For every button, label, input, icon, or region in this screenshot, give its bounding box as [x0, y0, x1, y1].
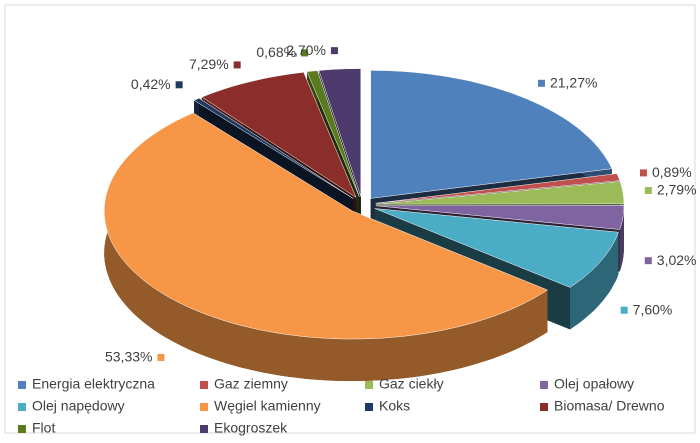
legend-marker — [18, 403, 26, 411]
legend-marker — [365, 403, 373, 411]
data-label: 0,42% — [131, 76, 171, 92]
data-label: 2,70% — [286, 42, 326, 58]
slice — [375, 181, 625, 205]
legend-marker — [18, 425, 26, 433]
data-label: 3,02% — [657, 252, 697, 268]
slice — [375, 205, 625, 230]
legend-marker — [540, 403, 548, 411]
legend-marker — [18, 381, 26, 389]
legend-marker — [540, 381, 548, 389]
slice — [318, 68, 362, 197]
data-label: 53,33% — [105, 349, 152, 365]
label-marker — [537, 79, 545, 87]
legend-marker — [365, 381, 373, 389]
label-marker — [620, 306, 628, 314]
data-label: 21,27% — [550, 75, 597, 91]
slice-side — [619, 205, 624, 272]
legend-label: Energia elektryczna — [32, 376, 155, 392]
slice — [104, 112, 549, 340]
data-label: 7,60% — [633, 301, 673, 317]
legend-label: Olej opałowy — [554, 376, 634, 392]
data-label: 0,89% — [652, 164, 692, 180]
label-marker — [233, 61, 241, 69]
label-marker — [644, 257, 652, 265]
slice-side — [570, 232, 619, 330]
legend-label: Olej napędowy — [32, 398, 125, 414]
legend-marker — [200, 425, 208, 433]
data-label: 2,79% — [657, 182, 697, 198]
slice — [375, 173, 621, 204]
data-label: 0,68% — [256, 44, 296, 60]
label-marker — [330, 47, 338, 55]
label-marker — [301, 49, 309, 57]
legend-label: Koks — [379, 398, 410, 414]
legend-label: Węgiel kamienny — [214, 398, 321, 414]
slice — [193, 97, 354, 199]
legend-marker — [200, 381, 208, 389]
slice — [306, 70, 360, 197]
label-marker — [157, 353, 165, 361]
slice — [374, 208, 619, 288]
slice — [370, 70, 613, 199]
label-marker — [175, 81, 183, 89]
legend-label: Ekogroszek — [214, 420, 288, 436]
legend-label: Gaz ziemny — [214, 376, 288, 392]
legend-label: Flot — [32, 420, 55, 436]
legend-label: Gaz ciekły — [379, 376, 444, 392]
data-label: 7,29% — [189, 56, 229, 72]
label-marker — [639, 169, 647, 177]
slice — [201, 72, 357, 199]
legend-marker — [200, 403, 208, 411]
label-marker — [644, 187, 652, 195]
legend-label: Biomasa/ Drewno — [554, 398, 665, 414]
